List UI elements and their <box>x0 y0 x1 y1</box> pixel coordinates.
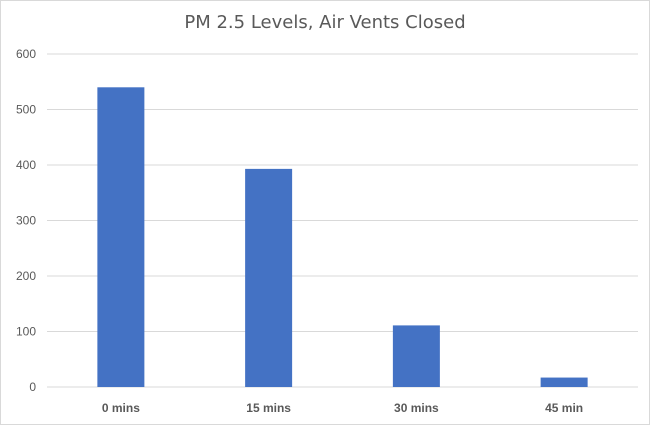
x-category-label: 0 mins <box>102 401 140 415</box>
bar-0-mins <box>97 87 145 388</box>
x-category-label: 45 min <box>545 401 583 415</box>
y-tick-label: 200 <box>16 269 36 283</box>
y-tick-label: 300 <box>16 214 36 228</box>
y-tick-label: 600 <box>16 47 36 61</box>
bar-15-mins <box>245 168 293 387</box>
y-tick-label: 100 <box>16 325 36 339</box>
x-category-label: 15 mins <box>246 401 291 415</box>
y-tick-label: 500 <box>16 103 36 117</box>
y-tick-label: 400 <box>16 158 36 172</box>
x-category-label: 30 mins <box>394 401 439 415</box>
chart-title: PM 2.5 Levels, Air Vents Closed <box>184 12 466 33</box>
bar-30-mins <box>392 325 440 387</box>
y-tick-label: 0 <box>29 380 36 394</box>
bar-45-min <box>540 377 588 387</box>
